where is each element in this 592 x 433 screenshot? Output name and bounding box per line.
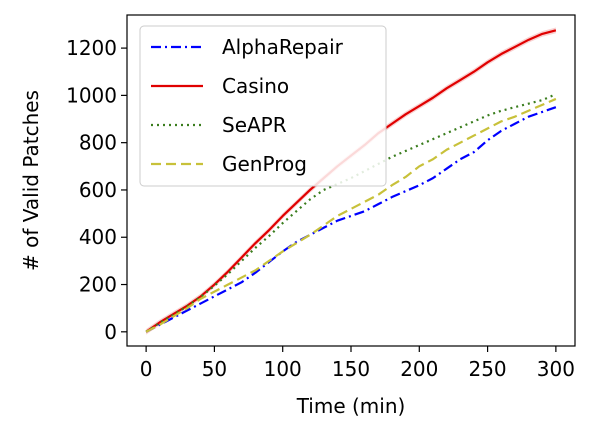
legend-label: Casino [222, 74, 289, 98]
x-axis-label: Time (min) [296, 394, 406, 418]
y-axis-label: # of Valid Patches [19, 90, 43, 271]
y-tick-label: 0 [104, 320, 117, 344]
y-axis: 0 200 400 600 800 1000 1200 [66, 36, 127, 344]
confidence-band [146, 27, 556, 335]
x-tick-label: 250 [468, 357, 506, 381]
x-tick-label: 200 [400, 357, 438, 381]
confidence-bands [146, 27, 556, 335]
legend: AlphaRepair Casino SeAPR GenProg [139, 25, 387, 187]
legend-label: GenProg [222, 152, 307, 176]
legend-label: SeAPR [222, 113, 287, 137]
y-tick-label: 400 [79, 225, 117, 249]
x-tick-label: 300 [537, 357, 575, 381]
x-axis: 0 50 100 150 200 250 300 [140, 346, 575, 381]
x-tick-label: 100 [264, 357, 302, 381]
legend-box [139, 25, 387, 187]
x-tick-label: 0 [140, 357, 153, 381]
x-tick-label: 50 [202, 357, 227, 381]
x-tick-label: 150 [332, 357, 370, 381]
y-tick-label: 1200 [66, 36, 117, 60]
legend-label: AlphaRepair [222, 35, 344, 59]
y-tick-label: 800 [79, 131, 117, 155]
series-line [145, 93, 557, 333]
series-line [145, 97, 557, 333]
y-tick-label: 1000 [66, 83, 117, 107]
y-tick-label: 200 [79, 273, 117, 297]
y-tick-label: 600 [79, 178, 117, 202]
